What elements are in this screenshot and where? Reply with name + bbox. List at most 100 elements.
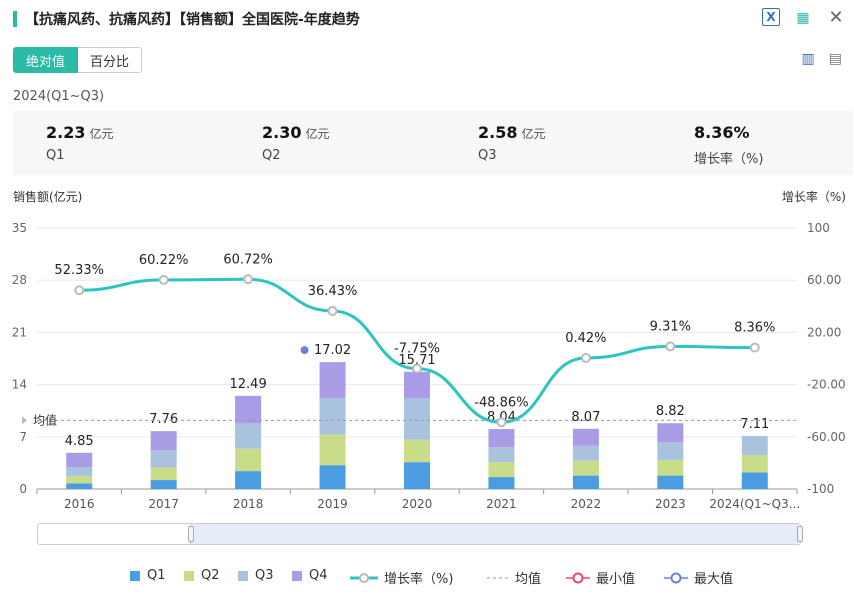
legend-swatch: [184, 570, 194, 581]
bar-segment-q4: [488, 429, 515, 448]
growth-point: [496, 417, 507, 428]
bar-segment-q2: [657, 459, 684, 476]
legend-swatch: [130, 570, 140, 581]
legend-item-avg[interactable]: 均值: [487, 568, 541, 587]
bar-segment-q4: [404, 371, 430, 399]
close-icon[interactable]: ✕: [828, 7, 844, 28]
bar-segment-q1: [150, 480, 177, 489]
range-slider[interactable]: [37, 523, 803, 545]
growth-label: 60.22%: [139, 253, 189, 268]
y2-tick-label: 100: [807, 221, 830, 235]
legend-item-Q2[interactable]: Q2: [184, 568, 220, 583]
summary-q2: 2.30 亿元 Q2: [262, 123, 330, 163]
growth-label: 8.36%: [734, 321, 775, 336]
bar-segment-q2: [66, 475, 93, 484]
legend-line-icon: [350, 572, 378, 583]
slider-left-handle[interactable]: [188, 526, 194, 542]
average-label: 均值: [33, 412, 57, 427]
image-export-icon[interactable]: ▦: [796, 10, 810, 26]
x-tick-label: 2016: [64, 497, 95, 511]
growth-label: 52.33%: [54, 263, 104, 278]
legend-swatch: [292, 570, 302, 581]
growth-point: [74, 285, 85, 296]
bar-segment-q1: [657, 475, 684, 489]
bar-total-label: 4.85: [65, 434, 94, 449]
y-tick-label: 0: [19, 482, 27, 496]
bar-segment-q3: [319, 398, 346, 435]
legend-label: Q4: [309, 568, 328, 583]
growth-label: 36.43%: [308, 284, 358, 299]
summary-q3: 2.58 亿元 Q3: [478, 123, 546, 163]
bar-segment-q3: [572, 445, 599, 461]
legend-item-max[interactable]: 最大值: [664, 568, 733, 587]
summary-label: Q3: [478, 148, 497, 163]
bar-segment-q4: [150, 431, 177, 451]
legend-item-Q3[interactable]: Q3: [238, 568, 274, 583]
summary-unit: 亿元: [305, 127, 330, 141]
percent-button[interactable]: 百分比: [78, 47, 143, 73]
bar-segment-q4: [572, 428, 599, 446]
y2-tick-label: -100: [807, 482, 834, 496]
y-tick-label: 14: [12, 378, 27, 392]
legend-dash-icon: [487, 577, 509, 578]
bar-segment-q1: [404, 462, 430, 489]
growth-label: 9.31%: [650, 319, 691, 334]
value-mode-toggle: 绝对值 百分比: [13, 47, 143, 73]
slider-selected-range[interactable]: [190, 524, 800, 544]
growth-point: [412, 363, 422, 374]
legend-label: Q1: [147, 568, 166, 583]
bar-segment-q1: [66, 483, 93, 489]
summary-value: 2.30: [262, 123, 302, 142]
growth-point: [665, 341, 676, 352]
bar-segment-q3: [235, 423, 262, 449]
legend-circle-icon: [664, 572, 688, 583]
absolute-value-button[interactable]: 绝对值: [13, 47, 79, 73]
bar-segment-q1: [235, 471, 262, 489]
max-marker: [300, 346, 309, 355]
legend-label: Q3: [255, 568, 274, 583]
document-icon[interactable]: ▤: [828, 51, 842, 67]
bar-total-label: 7.11: [740, 417, 769, 432]
growth-point: [243, 274, 254, 285]
bar-segment-q2: [741, 455, 768, 473]
summary-growth: 8.36% 增长率（%): [694, 123, 763, 167]
chart-title: 【抗痛风药、抗痛风药】【销售额】全国医院-年度趋势: [25, 12, 360, 28]
bar-chart-icon[interactable]: ▥: [801, 51, 815, 67]
summary-label: Q1: [46, 148, 65, 163]
y-tick-label: 21: [12, 325, 27, 339]
bar-segment-q4: [66, 452, 93, 468]
y-tick-label: 28: [12, 273, 27, 287]
bar-total-label: 8.82: [656, 404, 685, 419]
legend-label: 最大值: [694, 572, 734, 587]
summary-panel: 2.23 亿元 Q1 2.30 亿元 Q2 2.58 亿元 Q3 8.36% 增长率（…: [13, 111, 853, 175]
slider-right-handle[interactable]: [797, 526, 803, 542]
summary-value: 8.36%: [694, 123, 750, 142]
x-tick-label: 2020: [402, 497, 433, 511]
x-tick-label: 2024(Q1~Q3...: [709, 497, 800, 511]
bar-segment-q3: [404, 398, 430, 440]
legend-item-growth[interactable]: 增长率（%): [350, 568, 453, 587]
bar-segment-q4: [319, 362, 346, 399]
summary-label: Q2: [262, 148, 281, 163]
summary-unit: 亿元: [89, 127, 114, 141]
bar-segment-q2: [319, 434, 346, 466]
bar-segment-q2: [235, 448, 262, 472]
summary-unit: 亿元: [521, 127, 546, 141]
growth-point: [158, 274, 169, 285]
excel-export-icon[interactable]: X: [762, 8, 780, 26]
bar-segment-q1: [741, 472, 768, 489]
growth-label: 60.72%: [223, 252, 273, 267]
legend-item-Q1[interactable]: Q1: [130, 568, 166, 583]
bar-total-label: 17.02: [314, 343, 351, 358]
legend-item-min[interactable]: 最小值: [566, 568, 635, 587]
x-tick-label: 2017: [148, 497, 179, 511]
bar-segment-q3: [657, 442, 684, 460]
legend-item-Q4[interactable]: Q4: [292, 568, 328, 583]
y2-axis-title: 增长率（%): [781, 190, 846, 204]
x-tick-label: 2022: [571, 497, 602, 511]
legend-label: 最小值: [596, 572, 636, 587]
y-axis-title: 销售额(亿元): [13, 190, 83, 204]
chart-legend: Q1 Q2 Q3 Q4 增长率（%) 均值 最小值 最大值: [0, 568, 854, 587]
bar-segment-q4: [235, 395, 262, 424]
growth-label: -48.86%: [474, 395, 528, 410]
